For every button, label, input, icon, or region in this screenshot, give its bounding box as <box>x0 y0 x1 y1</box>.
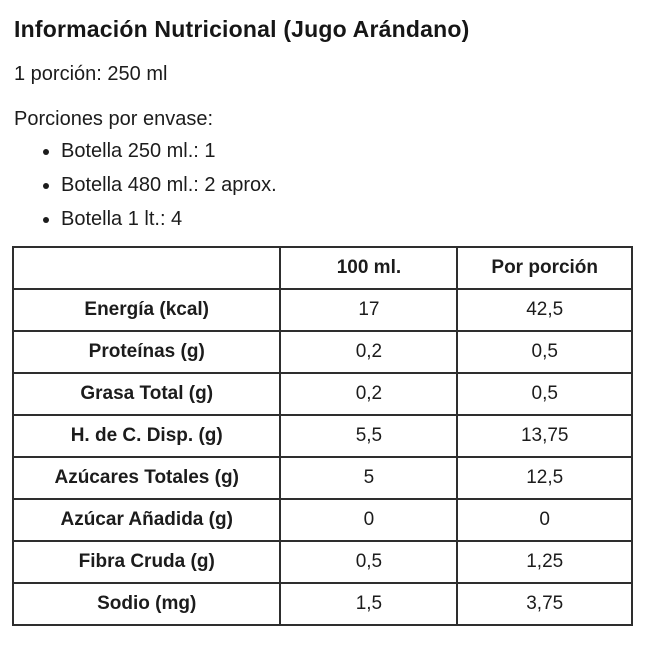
table-row-fibra-cruda: Fibra Cruda (g) 0,5 1,25 <box>11 540 633 584</box>
servings-per-container-heading: Porciones por envase: <box>14 108 214 130</box>
value-per-100ml: 0 <box>279 498 459 542</box>
row-label: Fibra Cruda (g) <box>11 540 282 584</box>
value-per-100ml: 5 <box>279 456 459 500</box>
value-per-portion: 13,75 <box>456 414 633 458</box>
value-per-portion: 3,75 <box>456 582 633 626</box>
row-label: Energía (kcal) <box>11 288 282 332</box>
column-header-empty <box>11 246 282 290</box>
page-title: Información Nutricional (Jugo Arándano) <box>14 16 470 42</box>
list-item-bottle-480: Botella 480 ml.: 2 aprox. <box>61 173 635 197</box>
row-label: Grasa Total (g) <box>11 372 282 416</box>
row-label: Sodio (mg) <box>11 582 282 626</box>
value-per-portion: 0 <box>456 498 633 542</box>
list-item-bottle-1lt: Botella 1 lt.: 4 <box>61 207 635 231</box>
value-per-100ml: 0,2 <box>279 330 459 374</box>
nutrition-table: 100 ml. Por porción Energía (kcal) 17 42… <box>11 246 633 626</box>
table-header-row: 100 ml. Por porción <box>11 246 633 290</box>
list-item-bottle-250: Botella 250 ml.: 1 <box>61 139 635 163</box>
value-per-portion: 12,5 <box>456 456 633 500</box>
value-per-100ml: 0,2 <box>279 372 459 416</box>
row-label: H. de C. Disp. (g) <box>11 414 282 458</box>
row-label: Proteínas (g) <box>11 330 282 374</box>
value-per-portion: 42,5 <box>456 288 633 332</box>
value-per-portion: 0,5 <box>456 372 633 416</box>
column-header-por-porcion: Por porción <box>456 246 633 290</box>
row-label: Azúcares Totales (g) <box>11 456 282 500</box>
serving-size-text: 1 porción: 250 ml <box>14 63 168 85</box>
table-row-h-de-c-disp: H. de C. Disp. (g) 5,5 13,75 <box>11 414 633 458</box>
servings-list: Botella 250 ml.: 1 Botella 480 ml.: 2 ap… <box>14 139 635 231</box>
table-row-sodio: Sodio (mg) 1,5 3,75 <box>11 582 633 626</box>
table-row-grasa-total: Grasa Total (g) 0,2 0,5 <box>11 372 633 416</box>
value-per-100ml: 0,5 <box>279 540 459 584</box>
value-per-portion: 1,25 <box>456 540 633 584</box>
table-row-azucares-totales: Azúcares Totales (g) 5 12,5 <box>11 456 633 500</box>
row-label: Azúcar Añadida (g) <box>11 498 282 542</box>
value-per-portion: 0,5 <box>456 330 633 374</box>
table-row-proteinas: Proteínas (g) 0,2 0,5 <box>11 330 633 374</box>
value-per-100ml: 1,5 <box>279 582 459 626</box>
value-per-100ml: 5,5 <box>279 414 459 458</box>
value-per-100ml: 17 <box>279 288 459 332</box>
column-header-100ml: 100 ml. <box>279 246 459 290</box>
table-row-azucar-anadida: Azúcar Añadida (g) 0 0 <box>11 498 633 542</box>
table-row-energia: Energía (kcal) 17 42,5 <box>11 288 633 332</box>
